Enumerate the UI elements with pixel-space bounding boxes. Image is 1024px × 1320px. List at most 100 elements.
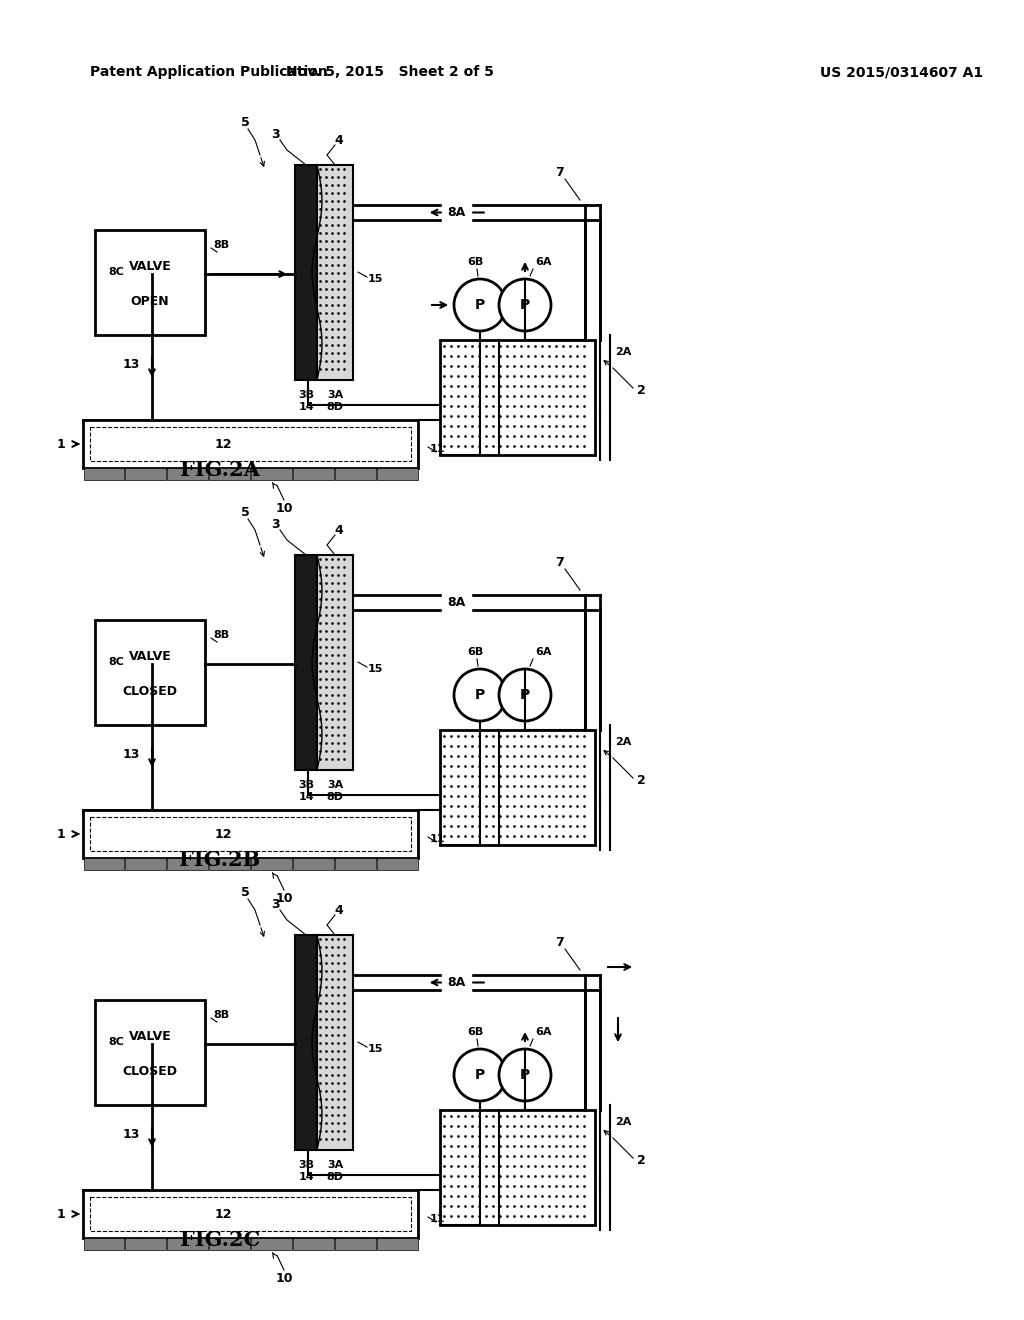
- Bar: [83, 810, 418, 858]
- Text: 8B: 8B: [213, 630, 229, 640]
- Text: 3A: 3A: [327, 780, 343, 789]
- Text: 1: 1: [56, 828, 65, 841]
- Bar: [84, 858, 124, 870]
- Text: 14: 14: [298, 1172, 313, 1181]
- Bar: [295, 554, 317, 770]
- Text: 2: 2: [637, 384, 646, 396]
- Text: FIG.2B: FIG.2B: [179, 850, 261, 870]
- Bar: [251, 1238, 292, 1250]
- Text: 8B: 8B: [213, 240, 229, 249]
- Text: FIG.2C: FIG.2C: [180, 1230, 260, 1250]
- Text: 14: 14: [298, 792, 313, 803]
- Text: 1: 1: [56, 437, 65, 450]
- Bar: [335, 469, 376, 480]
- Text: OPEN: OPEN: [131, 294, 169, 308]
- Bar: [317, 165, 353, 380]
- Bar: [440, 730, 595, 845]
- Text: 8D: 8D: [327, 403, 343, 412]
- Text: 10: 10: [275, 892, 293, 906]
- Text: P: P: [520, 1068, 530, 1082]
- Text: Nov. 5, 2015   Sheet 2 of 5: Nov. 5, 2015 Sheet 2 of 5: [286, 65, 494, 79]
- Text: 2: 2: [637, 1154, 646, 1167]
- Bar: [167, 469, 208, 480]
- Bar: [293, 469, 334, 480]
- Bar: [377, 469, 418, 480]
- Text: 8A: 8A: [447, 597, 466, 609]
- Bar: [167, 858, 208, 870]
- Circle shape: [454, 279, 506, 331]
- Bar: [125, 1238, 166, 1250]
- Bar: [335, 1238, 376, 1250]
- Text: 5: 5: [241, 887, 250, 899]
- Text: 5: 5: [241, 507, 250, 520]
- Text: 6A: 6A: [535, 647, 552, 657]
- Bar: [295, 165, 317, 380]
- Text: 12: 12: [215, 437, 232, 450]
- Bar: [167, 1238, 208, 1250]
- Text: 8D: 8D: [327, 1172, 343, 1181]
- Circle shape: [499, 669, 551, 721]
- Text: 10: 10: [275, 502, 293, 515]
- Text: 1: 1: [56, 1208, 65, 1221]
- Text: 12: 12: [215, 1208, 232, 1221]
- Bar: [251, 858, 292, 870]
- Text: 6A: 6A: [535, 257, 552, 267]
- Bar: [95, 230, 205, 335]
- Bar: [293, 858, 334, 870]
- Text: 2A: 2A: [615, 737, 632, 747]
- Bar: [83, 1191, 418, 1238]
- Text: 7: 7: [556, 557, 564, 569]
- Text: 8B: 8B: [213, 1010, 229, 1020]
- Text: 2: 2: [637, 774, 646, 787]
- Text: Patent Application Publication: Patent Application Publication: [90, 65, 328, 79]
- Text: P: P: [475, 1068, 485, 1082]
- Circle shape: [454, 669, 506, 721]
- Bar: [317, 554, 353, 770]
- Text: 5: 5: [241, 116, 250, 129]
- Text: 6B: 6B: [467, 257, 483, 267]
- Text: P: P: [475, 298, 485, 312]
- Bar: [440, 341, 595, 455]
- Circle shape: [454, 1049, 506, 1101]
- Bar: [209, 858, 250, 870]
- Text: VALVE: VALVE: [129, 651, 171, 663]
- Bar: [95, 620, 205, 725]
- Text: 12: 12: [215, 828, 232, 841]
- Bar: [440, 1110, 595, 1225]
- Text: 6B: 6B: [467, 647, 483, 657]
- Text: 15: 15: [368, 275, 383, 284]
- Bar: [209, 469, 250, 480]
- Text: 3: 3: [270, 128, 280, 141]
- Text: 4: 4: [335, 133, 343, 147]
- Text: 14: 14: [298, 403, 313, 412]
- Text: 13: 13: [123, 359, 140, 371]
- Text: 3A: 3A: [327, 389, 343, 400]
- Text: 11: 11: [430, 1214, 445, 1224]
- Bar: [377, 1238, 418, 1250]
- Bar: [125, 469, 166, 480]
- Text: 15: 15: [368, 664, 383, 675]
- Text: 3: 3: [270, 899, 280, 912]
- Text: 3A: 3A: [327, 1160, 343, 1170]
- Text: 3B: 3B: [298, 780, 314, 789]
- Text: 7: 7: [556, 936, 564, 949]
- Bar: [293, 1238, 334, 1250]
- Text: 13: 13: [123, 1129, 140, 1142]
- Bar: [317, 935, 353, 1150]
- Text: 8C: 8C: [109, 657, 124, 667]
- Bar: [84, 1238, 124, 1250]
- Text: 7: 7: [556, 166, 564, 180]
- Text: 6B: 6B: [467, 1027, 483, 1038]
- Text: 11: 11: [430, 444, 445, 454]
- Text: FIG.2A: FIG.2A: [180, 459, 260, 480]
- Text: 10: 10: [275, 1272, 293, 1284]
- Text: 2A: 2A: [615, 1117, 632, 1127]
- Bar: [90, 426, 411, 461]
- Text: P: P: [520, 298, 530, 312]
- Text: 8D: 8D: [327, 792, 343, 803]
- Text: 3: 3: [270, 519, 280, 532]
- Bar: [83, 420, 418, 469]
- Text: 11: 11: [430, 834, 445, 843]
- Text: 8C: 8C: [109, 267, 124, 277]
- Text: 8A: 8A: [447, 206, 466, 219]
